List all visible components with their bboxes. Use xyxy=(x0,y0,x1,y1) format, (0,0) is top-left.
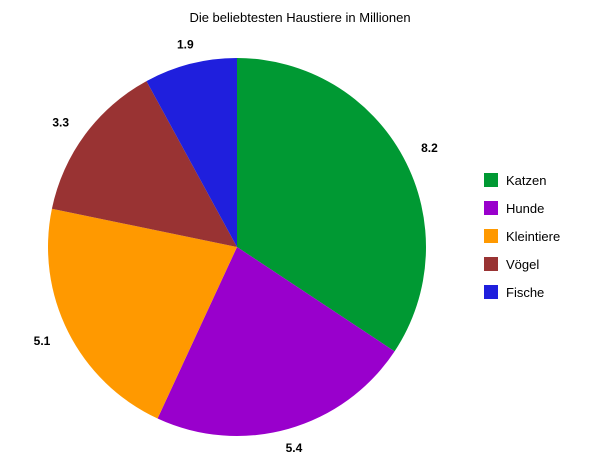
legend-swatch xyxy=(484,173,498,187)
legend-item-fische: Fische xyxy=(484,285,544,300)
legend-item-hunde: Hunde xyxy=(484,201,544,216)
legend-label: Kleintiere xyxy=(506,229,560,244)
data-label-kleintiere: 5.1 xyxy=(34,334,51,348)
legend-item-katzen: Katzen xyxy=(484,173,546,188)
legend-item-vögel: Vögel xyxy=(484,257,539,272)
legend-label: Vögel xyxy=(506,257,539,272)
data-label-hunde: 5.4 xyxy=(286,441,303,455)
pie-slices xyxy=(48,58,426,436)
legend-swatch xyxy=(484,257,498,271)
data-label-vögel: 3.3 xyxy=(52,116,69,130)
legend-swatch xyxy=(484,201,498,215)
legend-swatch xyxy=(484,229,498,243)
chart-title: Die beliebtesten Haustiere in Millionen xyxy=(189,10,410,25)
data-label-katzen: 8.2 xyxy=(421,141,438,155)
data-label-fische: 1.9 xyxy=(177,37,194,51)
legend-label: Fische xyxy=(506,285,544,300)
legend-label: Katzen xyxy=(506,173,546,188)
legend: Katzen Hunde Kleintiere Vögel Fische xyxy=(484,173,560,300)
legend-item-kleintiere: Kleintiere xyxy=(484,229,560,244)
legend-label: Hunde xyxy=(506,201,544,216)
legend-swatch xyxy=(484,285,498,299)
